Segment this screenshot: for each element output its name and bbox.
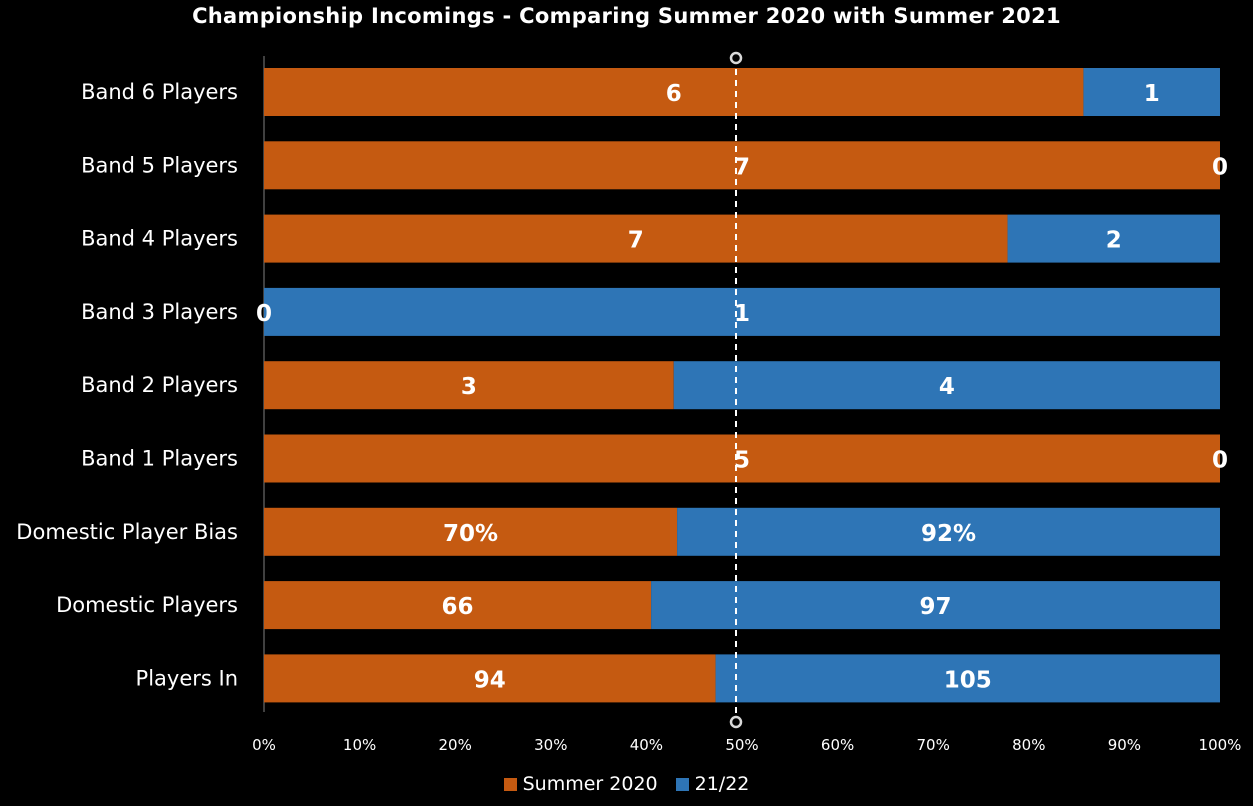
legend-swatch-21-22 [675, 777, 689, 791]
data-label-summer-2020-domestic-player-bias: 70% [443, 521, 498, 547]
bar-summer-2020-band-5-players [264, 141, 1220, 190]
bar-summer-2020-band-1-players [264, 434, 1220, 483]
bar-21-22-band-2-players [673, 361, 1220, 410]
category-label-players-in: Players In [136, 666, 238, 690]
data-label-21-22-domestic-player-bias: 92% [921, 521, 976, 547]
data-label-21-22-band-5-players: 0 [1212, 154, 1228, 180]
x-tick-label-80: 80% [1012, 736, 1045, 754]
data-label-summer-2020-band-4-players: 7 [628, 228, 644, 254]
category-label-band-2-players: Band 2 Players [81, 373, 238, 397]
x-tick-label-30: 30% [534, 736, 567, 754]
data-label-21-22-domestic-players: 97 [920, 594, 952, 620]
x-tick-label-60: 60% [821, 736, 854, 754]
data-label-summer-2020-band-3-players: 0 [256, 301, 272, 327]
data-label-21-22-band-3-players: 1 [734, 301, 750, 327]
bar-21-22-band-3-players [264, 287, 1220, 336]
legend-label-21-22: 21/22 [694, 773, 750, 795]
bar-chart: Band 6 Players 6 1 Band 5 Players 7 0 Band 4 P… [16, 51, 1242, 754]
bar-21-22-band-4-players [1007, 214, 1220, 263]
legend-item-summer-2020: Summer 2020 [503, 773, 658, 795]
bar-summer-2020-band-4-players [264, 214, 1008, 263]
data-label-summer-2020-band-5-players: 7 [734, 154, 750, 180]
x-tick-label-90: 90% [1108, 736, 1141, 754]
bar-21-22-domestic-players [651, 581, 1220, 630]
category-label-band-5-players: Band 5 Players [81, 153, 238, 177]
data-label-21-22-band-6-players: 1 [1144, 81, 1160, 107]
x-tick-label-70: 70% [917, 736, 950, 754]
x-tick-label-100: 100% [1199, 736, 1242, 754]
category-label-band-4-players: Band 4 Players [81, 227, 238, 251]
legend-item-21-22: 21/22 [675, 773, 750, 795]
category-label-band-1-players: Band 1 Players [81, 447, 238, 471]
data-label-summer-2020-players-in: 94 [474, 667, 506, 693]
data-label-21-22-band-4-players: 2 [1106, 228, 1122, 254]
legend-label-summer-2020: Summer 2020 [522, 773, 658, 795]
category-label-domestic-player-bias: Domestic Player Bias [16, 520, 238, 544]
x-tick-label-10: 10% [343, 736, 376, 754]
data-label-21-22-band-1-players: 0 [1212, 448, 1228, 474]
bar-summer-2020-domestic-players [264, 581, 652, 630]
data-label-21-22-band-2-players: 4 [939, 374, 955, 400]
x-tick-label-40: 40% [630, 736, 663, 754]
legend-swatch-summer-2020 [503, 777, 517, 791]
data-label-summer-2020-band-6-players: 6 [666, 81, 682, 107]
bar-summer-2020-band-6-players [264, 68, 1084, 116]
bar-summer-2020-band-2-players [264, 361, 674, 410]
bar-21-22-band-6-players [1083, 68, 1220, 116]
legend: Summer 2020 21/22 [0, 773, 1253, 795]
data-label-summer-2020-band-2-players: 3 [461, 374, 477, 400]
x-tick-label-20: 20% [439, 736, 472, 754]
category-label-domestic-players: Domestic Players [56, 593, 238, 617]
reference-line-bottom-marker [729, 715, 743, 729]
bar-21-22-domestic-player-bias [677, 507, 1220, 556]
x-tick-label-0: 0% [252, 736, 276, 754]
data-label-summer-2020-band-1-players: 5 [734, 448, 750, 474]
chart-title: Championship Incomings - Comparing Summe… [192, 4, 1061, 28]
category-label-band-3-players: Band 3 Players [81, 300, 238, 324]
data-label-21-22-players-in: 105 [944, 667, 992, 693]
bar-summer-2020-players-in [264, 654, 716, 703]
x-tick-label-50: 50% [725, 736, 758, 754]
bar-summer-2020-domestic-player-bias [264, 507, 678, 556]
category-label-band-6-players: Band 6 Players [81, 80, 238, 104]
data-label-summer-2020-domestic-players: 66 [442, 594, 474, 620]
bar-21-22-players-in [715, 654, 1220, 703]
reference-line-top-marker [729, 51, 743, 65]
